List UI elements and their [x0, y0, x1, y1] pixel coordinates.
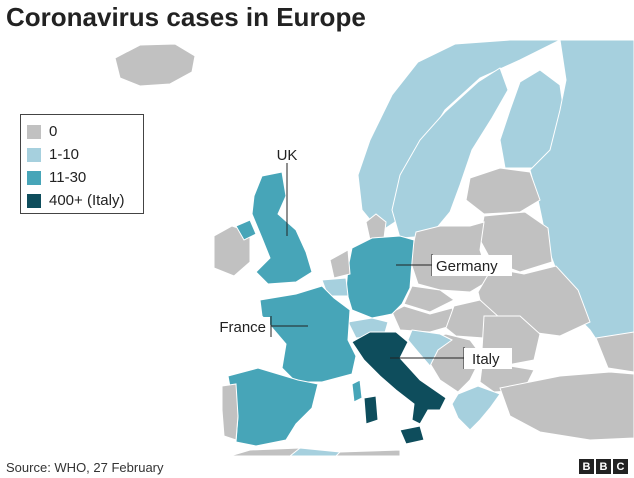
legend-item-low: 1-10: [27, 143, 143, 166]
country-north-africa-east: [289, 447, 342, 456]
legend-item-zero: 0: [27, 120, 143, 143]
country-czechia: [403, 285, 455, 313]
germany-label: Germany: [436, 258, 498, 275]
germany-label-box: [432, 255, 512, 276]
europe-map: UK Germany France Italy: [0, 40, 634, 456]
country-n-ireland: [235, 219, 257, 241]
country-caucasus: [595, 331, 634, 373]
map-legend: 0 1-10 11-30 400+ (Italy): [20, 114, 144, 214]
france-label-box: [206, 317, 270, 337]
country-ireland: [213, 225, 251, 277]
legend-label-zero: 0: [49, 123, 58, 140]
legend-swatch-zero: [27, 124, 41, 139]
country-baltics: [465, 167, 541, 215]
country-turkey: [499, 371, 634, 441]
italy-label-box: [464, 348, 512, 369]
italy-label: Italy: [472, 351, 500, 368]
legend-label-high: 400+ (Italy): [49, 192, 125, 209]
bbc-logo-letter-c: C: [613, 459, 628, 474]
country-iceland: [114, 43, 196, 87]
country-sicily: [399, 425, 425, 445]
uk-label: UK: [277, 147, 298, 164]
source-note: Source: WHO, 27 February: [6, 460, 164, 475]
legend-item-high: 400+ (Italy): [27, 189, 143, 212]
legend-swatch-high: [27, 193, 41, 208]
country-corsica: [351, 379, 363, 403]
country-netherlands: [329, 249, 351, 279]
legend-swatch-low: [27, 147, 41, 162]
country-uk: [251, 171, 313, 285]
page-title: Coronavirus cases in Europe: [6, 2, 366, 32]
legend-label-low: 1-10: [49, 146, 80, 163]
uk-label-box: [272, 145, 302, 163]
country-italy: [351, 331, 447, 425]
bbc-logo-letter-b2: B: [596, 459, 611, 474]
bbc-logo: B B C: [579, 459, 628, 474]
country-greece: [451, 385, 501, 431]
country-portugal: [221, 383, 239, 441]
country-sweden: [391, 67, 509, 239]
bbc-logo-letter-b1: B: [579, 459, 594, 474]
country-france: [259, 285, 357, 383]
legend-swatch-mid: [27, 170, 41, 185]
legend-item-mid: 11-30: [27, 166, 143, 189]
legend-label-mid: 11-30: [49, 169, 87, 186]
france-label: France: [219, 319, 266, 336]
country-sardinia: [363, 395, 379, 425]
